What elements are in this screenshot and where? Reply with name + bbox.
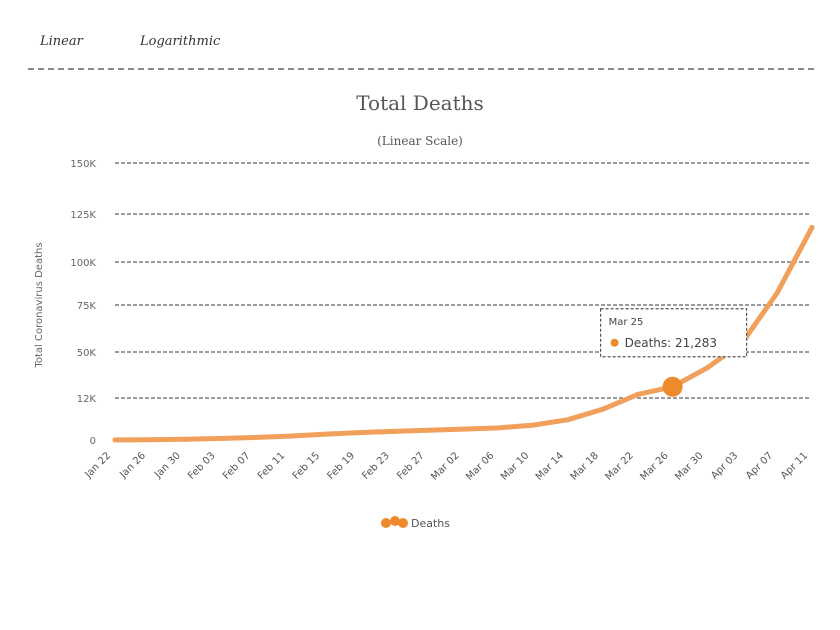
chart-subtitle: (Linear Scale) <box>377 134 463 148</box>
x-tick-label: Mar 30 <box>673 450 705 482</box>
legend[interactable]: Deaths <box>381 516 450 530</box>
data-point[interactable] <box>600 406 606 412</box>
data-point[interactable] <box>251 434 257 440</box>
tooltip-series-dot <box>610 338 619 347</box>
data-point[interactable] <box>809 224 815 230</box>
x-tick-label: Jan 30 <box>152 450 183 481</box>
data-point[interactable] <box>217 436 223 442</box>
data-point[interactable] <box>461 426 466 432</box>
legend-label-deaths: Deaths <box>411 517 450 530</box>
x-tick-label: Mar 06 <box>464 450 496 482</box>
x-tick-label: Feb 19 <box>326 450 358 482</box>
x-tick-label: Mar 26 <box>638 450 670 482</box>
data-point[interactable] <box>112 437 118 443</box>
x-tick-label: Feb 03 <box>186 450 218 482</box>
tooltip-box <box>599 308 748 358</box>
tab-linear[interactable]: Linear <box>40 34 83 49</box>
y-axis-label: Total Coronavirus Deaths <box>34 242 45 368</box>
data-point[interactable] <box>321 431 327 437</box>
legend-marker-deaths-3 <box>398 518 408 528</box>
data-point[interactable] <box>704 365 710 371</box>
x-tick-label: Feb 15 <box>291 450 323 482</box>
y-tick-label: 0 <box>90 436 96 447</box>
x-tick-label: Mar 22 <box>603 450 635 482</box>
x-tick-labels: Jan 22 Jan 26 Jan 30 Feb 03 Feb 07 Feb 11 Feb … <box>82 450 810 482</box>
x-tick-label: Mar 18 <box>569 450 601 482</box>
x-tick-label: Jan 22 <box>82 450 113 481</box>
data-point[interactable] <box>286 433 292 439</box>
hover-marker[interactable] <box>662 376 683 397</box>
y-tick-labels: 0 12K 50K 75K 100K 125K 150K <box>70 159 96 447</box>
chart-title: Total Deaths <box>356 91 484 115</box>
legend-marker-deaths <box>381 518 391 528</box>
data-point[interactable] <box>426 427 432 433</box>
data-point[interactable] <box>391 428 397 434</box>
x-tick-label: Feb 07 <box>221 450 253 482</box>
data-point[interactable] <box>182 436 188 442</box>
x-tick-label: Apr 07 <box>744 450 775 481</box>
y-tick-label: 150K <box>70 159 96 170</box>
x-tick-label: Feb 11 <box>256 450 288 482</box>
x-tick-label: Mar 02 <box>429 450 461 482</box>
legend-marker-deaths-2 <box>390 516 400 526</box>
tooltip-date: Mar 25 <box>609 317 644 328</box>
y-tick-label: 75K <box>77 301 97 312</box>
x-tick-label: Apr 03 <box>709 450 740 481</box>
y-tick-label: 50K <box>77 348 97 359</box>
data-point[interactable] <box>147 437 153 443</box>
x-tick-label: Feb 23 <box>360 450 392 482</box>
top-navigation: Linear Logarithmic <box>0 0 840 70</box>
data-point[interactable] <box>774 290 780 296</box>
data-point[interactable] <box>495 425 501 431</box>
x-tick-label: Jan 26 <box>117 450 148 481</box>
data-point[interactable] <box>565 417 571 423</box>
data-point[interactable] <box>530 422 536 428</box>
x-tick-label: Apr 11 <box>779 450 810 481</box>
y-tick-label: 100K <box>70 258 96 269</box>
x-tick-label: Feb 27 <box>395 450 427 482</box>
y-tick-label: 125K <box>70 210 96 221</box>
tab-logarithmic[interactable]: Logarithmic <box>140 34 221 49</box>
nav-divider <box>28 68 814 70</box>
y-tick-label: 12K <box>77 394 97 405</box>
data-point[interactable] <box>356 430 362 436</box>
tooltip: Mar 25 Deaths: 21,283 <box>599 308 748 358</box>
x-tick-label: Mar 10 <box>499 450 531 482</box>
data-point[interactable] <box>635 391 641 397</box>
grid-lines <box>115 162 810 399</box>
x-tick-label: Mar 14 <box>534 450 566 482</box>
tooltip-value: Deaths: 21,283 <box>625 336 717 350</box>
